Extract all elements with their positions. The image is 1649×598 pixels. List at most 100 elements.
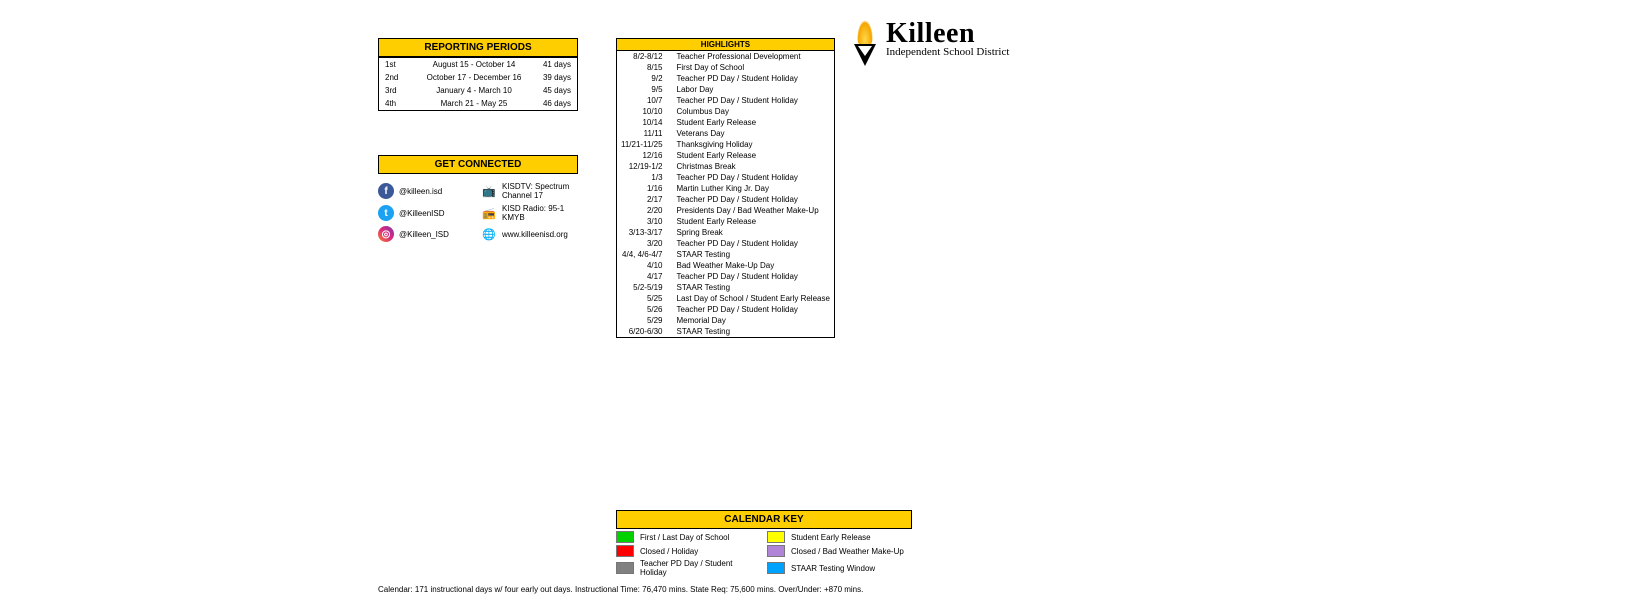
get-connected-title: GET CONNECTED <box>378 155 578 174</box>
highlight-date: 10/10 <box>617 106 673 117</box>
calendar-key-swatch <box>767 531 785 543</box>
calendar-key-title: CALENDAR KEY <box>616 510 912 529</box>
reporting-days: 45 days <box>530 84 578 97</box>
highlight-desc: Teacher PD Day / Student Holiday <box>673 95 835 106</box>
reporting-days: 39 days <box>530 71 578 84</box>
highlight-desc: Student Early Release <box>673 150 835 161</box>
highlight-date: 11/11 <box>617 128 673 139</box>
highlight-date: 1/16 <box>617 183 673 194</box>
highlight-desc: Presidents Day / Bad Weather Make-Up <box>673 205 835 216</box>
reporting-periods-panel: REPORTING PERIODS 1stAugust 15 - October… <box>378 38 578 111</box>
calendar-key-swatch <box>616 531 634 543</box>
highlight-row: 4/10Bad Weather Make-Up Day <box>617 260 835 271</box>
highlight-row: 6/20-6/30STAAR Testing <box>617 326 835 338</box>
highlight-row: 5/25Last Day of School / Student Early R… <box>617 293 835 304</box>
highlight-date: 1/3 <box>617 172 673 183</box>
reporting-period: 1st <box>379 58 419 72</box>
highlight-date: 5/25 <box>617 293 673 304</box>
calendar-footer-line: Calendar: 171 instructional days w/ four… <box>378 585 863 594</box>
highlight-desc: First Day of School <box>673 62 835 73</box>
reporting-range: August 15 - October 14 <box>419 58 530 72</box>
district-logo: Killeen Independent School District <box>850 20 1009 80</box>
web-icon: 🌐 <box>481 226 497 242</box>
highlight-desc: Student Early Release <box>673 117 835 128</box>
logo-line2: Independent School District <box>886 46 1009 58</box>
social-handle: @KilleenISD <box>399 209 444 218</box>
highlight-desc: Columbus Day <box>673 106 835 117</box>
highlight-row: 10/10Columbus Day <box>617 106 835 117</box>
highlight-row: 5/26Teacher PD Day / Student Holiday <box>617 304 835 315</box>
calendar-key-label: Teacher PD Day / Student Holiday <box>640 559 761 577</box>
calendar-key-label: Closed / Bad Weather Make-Up <box>791 547 912 556</box>
logo-mark-icon <box>850 20 880 80</box>
calendar-key-label: Closed / Holiday <box>640 547 761 556</box>
highlights-panel: HIGHLIGHTS 8/2-8/12Teacher Professional … <box>616 38 826 338</box>
reporting-range: January 4 - March 10 <box>419 84 530 97</box>
calendar-key-swatch <box>616 562 634 574</box>
highlight-row: 9/2Teacher PD Day / Student Holiday <box>617 73 835 84</box>
highlight-date: 2/20 <box>617 205 673 216</box>
highlight-row: 3/13-3/17Spring Break <box>617 227 835 238</box>
highlight-desc: Bad Weather Make-Up Day <box>673 260 835 271</box>
highlight-date: 12/19-1/2 <box>617 161 673 172</box>
highlight-desc: STAAR Testing <box>673 326 835 338</box>
highlight-row: 5/29Memorial Day <box>617 315 835 326</box>
highlight-desc: STAAR Testing <box>673 249 835 260</box>
calendar-key-label: First / Last Day of School <box>640 533 761 542</box>
calendar-key-panel: CALENDAR KEY First / Last Day of School S… <box>616 510 912 577</box>
highlights-table: HIGHLIGHTS 8/2-8/12Teacher Professional … <box>616 38 835 338</box>
highlight-date: 8/2-8/12 <box>617 51 673 63</box>
highlight-date: 3/20 <box>617 238 673 249</box>
highlight-row: 3/10Student Early Release <box>617 216 835 227</box>
highlight-row: 2/17Teacher PD Day / Student Holiday <box>617 194 835 205</box>
fb-icon: f <box>378 183 394 199</box>
ig-icon: ◎ <box>378 226 394 242</box>
calendar-key-swatch <box>616 545 634 557</box>
highlight-date: 6/20-6/30 <box>617 326 673 338</box>
highlight-row: 9/5Labor Day <box>617 84 835 95</box>
highlight-date: 8/15 <box>617 62 673 73</box>
social-handle: @killeen.isd <box>399 187 442 196</box>
reporting-row: 4thMarch 21 - May 2546 days <box>379 97 578 111</box>
media-label: www.killeenisd.org <box>502 230 568 239</box>
highlight-date: 9/2 <box>617 73 673 84</box>
highlight-row: 11/11Veterans Day <box>617 128 835 139</box>
highlight-date: 11/21-11/25 <box>617 139 673 150</box>
highlights-title: HIGHLIGHTS <box>617 39 835 51</box>
highlight-desc: Teacher Professional Development <box>673 51 835 63</box>
highlight-date: 4/4, 4/6-4/7 <box>617 249 673 260</box>
reporting-periods-table: 1stAugust 15 - October 1441 days 2ndOctob… <box>378 57 578 111</box>
get-connected-panel: GET CONNECTED f@killeen.isd📺KISDTV: Spec… <box>378 155 578 244</box>
calendar-key-label: STAAR Testing Window <box>791 564 912 573</box>
calendar-key-swatch <box>767 562 785 574</box>
highlight-desc: Teacher PD Day / Student Holiday <box>673 271 835 282</box>
highlight-row: 5/2-5/19STAAR Testing <box>617 282 835 293</box>
reporting-periods-title: REPORTING PERIODS <box>378 38 578 57</box>
tv-icon: 📺 <box>481 183 497 199</box>
tw-icon: t <box>378 205 394 221</box>
connected-row: t@KilleenISD📻KISD Radio: 95-1 KMYB <box>378 202 578 224</box>
logo-line1: Killeen <box>886 20 1009 48</box>
highlight-date: 10/7 <box>617 95 673 106</box>
reporting-range: October 17 - December 16 <box>419 71 530 84</box>
connected-row: ◎@Killeen_ISD🌐www.killeenisd.org <box>378 224 578 244</box>
highlight-desc: Christmas Break <box>673 161 835 172</box>
page: REPORTING PERIODS 1stAugust 15 - October… <box>0 0 1649 598</box>
highlight-row: 12/16Student Early Release <box>617 150 835 161</box>
highlight-date: 5/26 <box>617 304 673 315</box>
reporting-days: 41 days <box>530 58 578 72</box>
highlight-desc: Teacher PD Day / Student Holiday <box>673 238 835 249</box>
reporting-period: 2nd <box>379 71 419 84</box>
calendar-key-label: Student Early Release <box>791 533 912 542</box>
logo-text: Killeen Independent School District <box>886 20 1009 58</box>
highlight-desc: Teacher PD Day / Student Holiday <box>673 304 835 315</box>
highlight-desc: Teacher PD Day / Student Holiday <box>673 73 835 84</box>
highlight-date: 5/29 <box>617 315 673 326</box>
highlight-date: 9/5 <box>617 84 673 95</box>
highlight-row: 2/20Presidents Day / Bad Weather Make-Up <box>617 205 835 216</box>
highlight-desc: Teacher PD Day / Student Holiday <box>673 172 835 183</box>
calendar-key-swatch <box>767 545 785 557</box>
highlight-desc: Memorial Day <box>673 315 835 326</box>
media-label: KISD Radio: 95-1 KMYB <box>502 204 578 222</box>
highlight-date: 12/16 <box>617 150 673 161</box>
